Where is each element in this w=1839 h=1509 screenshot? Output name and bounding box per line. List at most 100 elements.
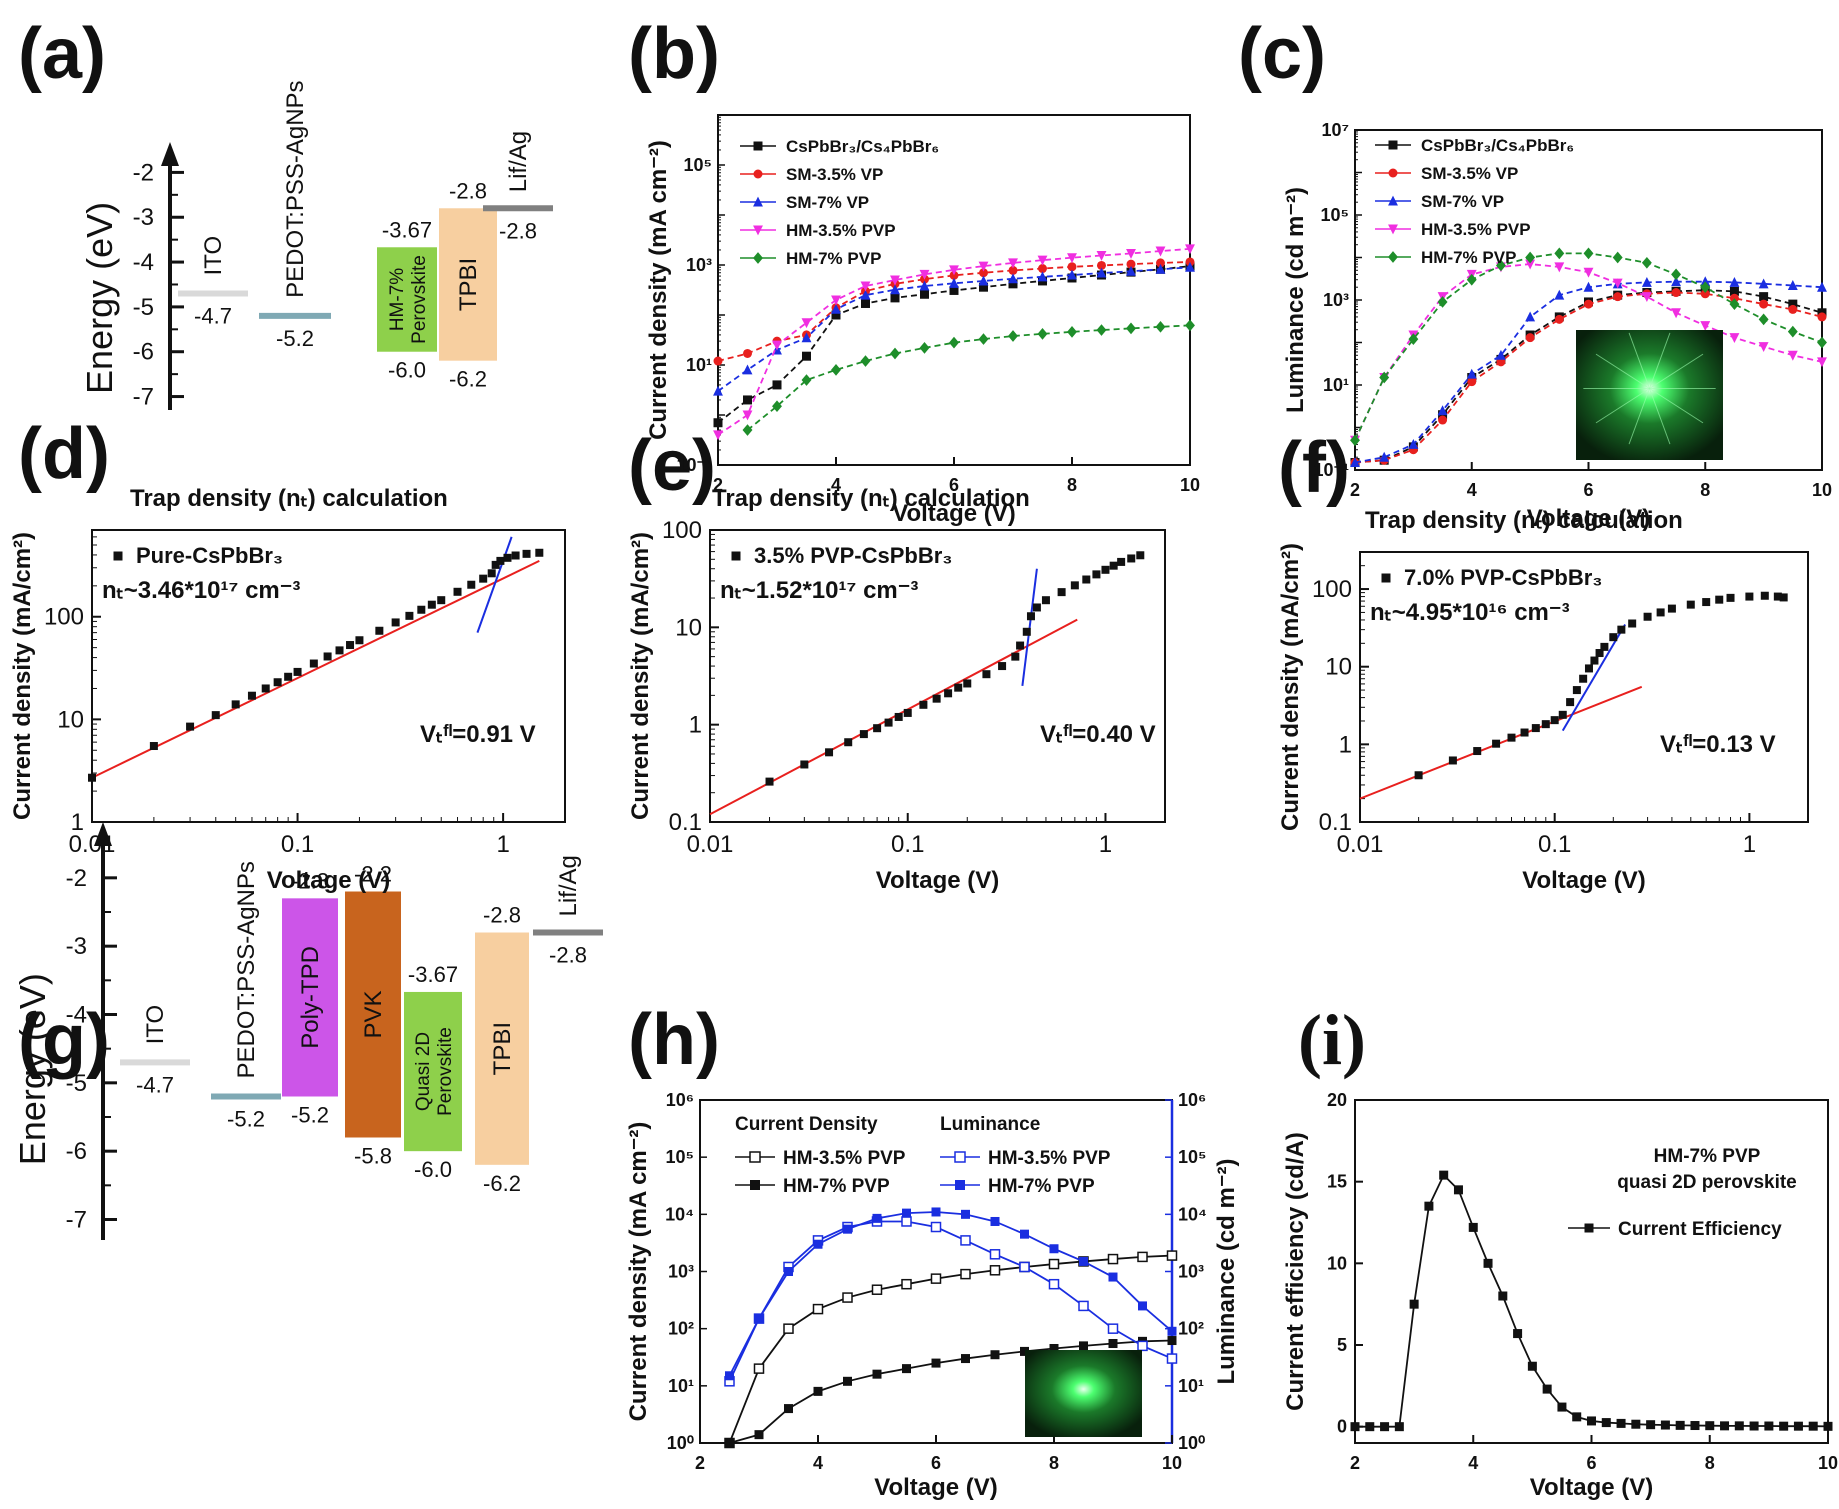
x-tick-label: 0.01 (1337, 831, 1384, 858)
y-tick-label: 10 (57, 706, 84, 733)
data-point (919, 700, 928, 709)
data-point (1424, 1201, 1434, 1211)
energy-tick-label: -4 (133, 249, 154, 276)
data-point (861, 298, 870, 308)
data-point (1008, 258, 1018, 269)
energy-layer-name: HM-7% (387, 268, 408, 331)
data-point (1643, 612, 1652, 621)
x-tick-label: 10 (1180, 475, 1200, 495)
legend-marker (753, 141, 763, 151)
data-point (1067, 326, 1077, 338)
energy-tick-label: -2 (66, 865, 87, 892)
data-point (1109, 561, 1118, 570)
data-point (1715, 595, 1724, 604)
data-point (1729, 298, 1740, 310)
y-tick-label: 20 (1327, 1090, 1347, 1110)
data-point (1037, 271, 1048, 282)
data-point (979, 268, 988, 278)
x-tick-label: 0.1 (891, 831, 924, 858)
energy-layer-name: TPBI (455, 258, 482, 311)
legend-label: CsPbBr₃/Cs₄PbBr₆ (1421, 136, 1574, 155)
data-point (405, 611, 414, 620)
data-point (725, 1371, 734, 1381)
energy-layer-name: Quasi 2D (413, 1032, 434, 1111)
energy-level-value: -4.7 (136, 1072, 174, 1097)
data-point (919, 342, 930, 354)
x-tick-label: 8 (1067, 475, 1077, 495)
energy-layer-bottom-value: -6.0 (414, 1157, 452, 1182)
energy-tick-label: -5 (133, 294, 154, 321)
data-point (1380, 1422, 1390, 1432)
energy-layer-bottom-value: -6.2 (449, 367, 487, 392)
legend-label: SM-3.5% VP (1421, 164, 1518, 183)
y-tick-label: 5 (1337, 1335, 1347, 1355)
tfl-fit-line (476, 536, 513, 633)
data-point (88, 773, 96, 782)
data-point (309, 659, 318, 668)
data-point (884, 718, 893, 727)
data-point (801, 318, 812, 329)
data-point (1082, 575, 1091, 584)
data-point (1817, 357, 1827, 368)
data-point (1702, 598, 1711, 607)
series-line (1355, 1173, 1829, 1428)
energy-layer-box (404, 991, 462, 1152)
data-point (1541, 720, 1550, 729)
data-point (1587, 1416, 1596, 1426)
data-point (1513, 1329, 1523, 1339)
data-point (1070, 581, 1079, 590)
y-tick-label: 10¹ (668, 1376, 694, 1396)
data-point (1107, 1253, 1119, 1265)
data-point (1612, 251, 1623, 264)
data-point (1760, 591, 1769, 600)
data-point (1583, 281, 1594, 292)
y-tick-label: 10⁵ (684, 155, 712, 175)
data-point (842, 1292, 853, 1303)
panel-label-b: (b) (628, 14, 720, 94)
data-point (713, 385, 723, 396)
energy-diagram-a: -2 -3 -4 -5 -6 -7 Energy (eV) -4.7 ITO -5.2 PEDOT:… (79, 80, 553, 411)
data-point (901, 1278, 912, 1290)
data-point (503, 553, 512, 562)
data-point (1467, 377, 1477, 387)
energy-layer-top-value: -2.3 (291, 868, 329, 893)
data-point (1729, 276, 1740, 287)
data-point (1048, 1258, 1060, 1270)
y-tick-label: 1 (689, 712, 702, 739)
energy-axis-title: Energy (eV) (12, 973, 53, 1165)
data-point (1167, 1326, 1177, 1336)
data-point (860, 289, 871, 300)
data-point (1126, 322, 1136, 335)
data-point (511, 551, 520, 560)
data-point (1749, 1421, 1759, 1431)
y-tick-label: 10 (1327, 1253, 1347, 1273)
data-point (1097, 260, 1106, 270)
data-point (1019, 1261, 1030, 1273)
data-point (1365, 1422, 1375, 1432)
y-tick-label: 1 (1339, 731, 1352, 758)
data-point (375, 626, 384, 635)
x-tick-label: 10 (1818, 1453, 1838, 1473)
chart-c-luminance: 10⁻¹ 10¹ 10³ 10⁵ 10⁷ 2 4 6 8 10 Voltage (V) Luminan… (1282, 120, 1832, 532)
data-point (1823, 1421, 1833, 1431)
panel-label-i: (i) (1298, 1000, 1366, 1080)
data-point (1527, 1361, 1537, 1371)
x-tick-label: 8 (1049, 1453, 1059, 1473)
energy-layer-name: Perovskite (409, 255, 430, 344)
legend-marker (731, 551, 741, 561)
data-point (1557, 1402, 1567, 1412)
inset-glow-ray (1628, 332, 1650, 389)
x-tick-label: 2 (1350, 480, 1360, 500)
x-tick-label: 10 (1812, 480, 1832, 500)
chart-i-current-efficiency: 0 5 10 15 20 2 4 6 8 10 Voltage (V) Current efficie… (1282, 1090, 1838, 1501)
data-point (1453, 1185, 1463, 1195)
data-point (1439, 1170, 1449, 1180)
data-point (346, 641, 355, 650)
data-point (960, 1268, 971, 1280)
x-tick-label: 0.1 (1538, 831, 1571, 858)
data-point (825, 748, 834, 757)
data-point (1787, 325, 1798, 338)
data-point (872, 1213, 882, 1223)
data-point (1126, 248, 1136, 259)
data-point (1641, 256, 1652, 269)
